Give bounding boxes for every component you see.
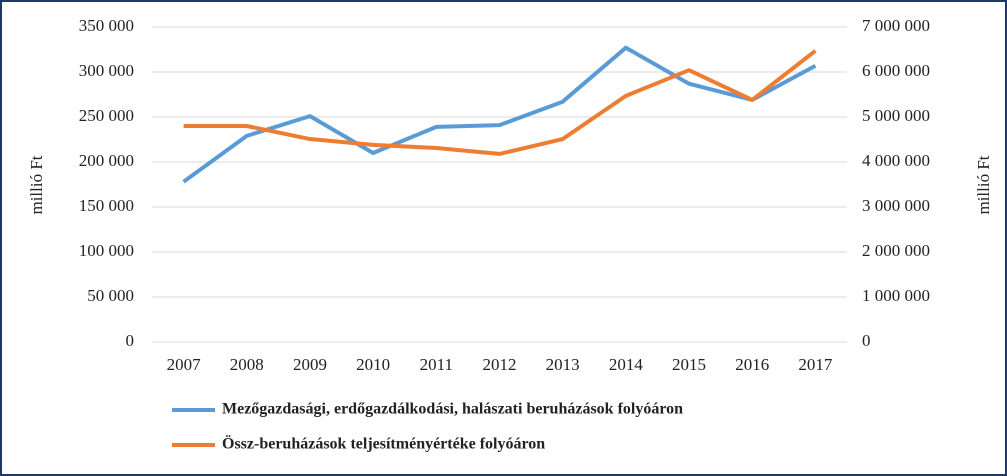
y2-axis-label: millió Ft	[974, 155, 993, 214]
series-line	[182, 45, 817, 184]
x-tick-label: 2013	[546, 355, 580, 374]
y-tick-label: 150 000	[79, 196, 134, 215]
x-tick-label: 2014	[609, 355, 644, 374]
y2-tick-label: 5 000 000	[862, 106, 930, 125]
y-axis-label: millió Ft	[27, 155, 46, 214]
y2-tick-label: 0	[862, 331, 871, 350]
y-tick-label: 350 000	[79, 16, 134, 35]
x-tick-label: 2009	[293, 355, 327, 374]
y-tick-label: 200 000	[79, 151, 134, 170]
y-tick-label: 300 000	[79, 61, 134, 80]
y2-tick-label: 3 000 000	[862, 196, 930, 215]
x-tick-label: 2010	[356, 355, 390, 374]
x-tick-label: 2017	[798, 355, 833, 374]
y-tick-label: 0	[126, 331, 135, 350]
y-tick-label: 100 000	[79, 241, 134, 260]
y2-tick-label: 4 000 000	[862, 151, 930, 170]
y2-tick-label: 1 000 000	[862, 286, 930, 305]
x-tick-label: 2015	[672, 355, 706, 374]
x-tick-label: 2008	[230, 355, 264, 374]
y2-tick-label: 6 000 000	[862, 61, 930, 80]
x-tick-label: 2007	[167, 355, 202, 374]
y-tick-label: 50 000	[87, 286, 134, 305]
y-tick-label: 250 000	[79, 106, 134, 125]
y2-tick-label: 2 000 000	[862, 241, 930, 260]
x-tick-label: 2012	[483, 355, 517, 374]
series-line	[183, 49, 817, 156]
legend-label: Mezőgazdasági, erdőgazdálkodási, halásza…	[222, 401, 683, 418]
legend-label: Össz-beruházások teljesítményértéke foly…	[222, 435, 545, 453]
y2-tick-label: 7 000 000	[862, 16, 930, 35]
x-tick-label: 2011	[420, 355, 453, 374]
x-tick-label: 2016	[735, 355, 769, 374]
